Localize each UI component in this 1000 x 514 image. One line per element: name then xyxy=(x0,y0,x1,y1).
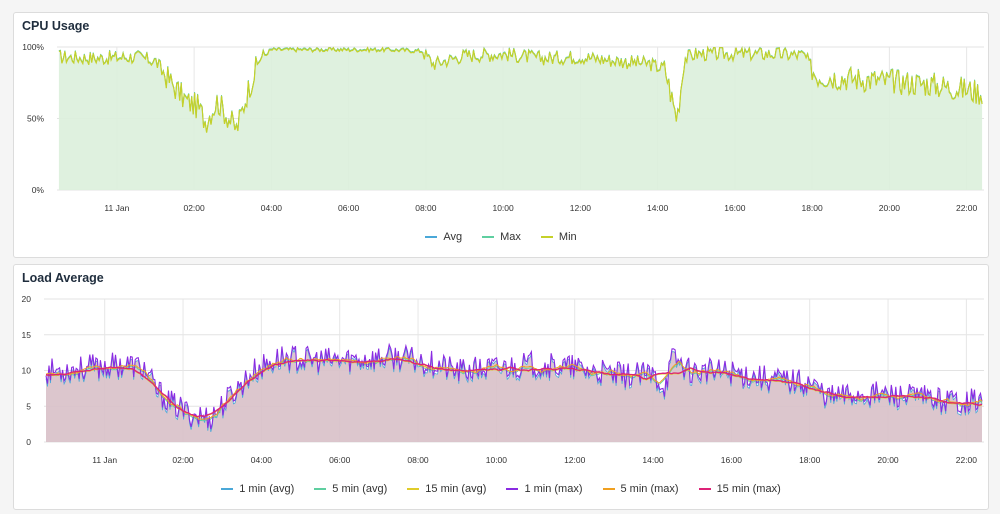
legend-item[interactable]: 5 min (max) xyxy=(602,483,679,495)
x-tick-label: 04:00 xyxy=(261,203,283,213)
legend-label: 15 min (max) xyxy=(716,483,781,495)
legend-swatch xyxy=(602,488,615,490)
y-tick-label: 15 xyxy=(22,330,32,340)
x-tick-label: 11 Jan xyxy=(104,203,129,213)
x-tick-label: 06:00 xyxy=(329,455,351,465)
x-tick-label: 11 Jan xyxy=(92,455,117,465)
legend-swatch xyxy=(698,488,711,490)
legend-swatch xyxy=(221,488,234,490)
x-tick-label: 10:00 xyxy=(492,203,514,213)
series-area xyxy=(58,47,983,191)
legend-label: 1 min (avg) xyxy=(239,483,295,495)
x-tick-label: 14:00 xyxy=(642,455,664,465)
x-tick-label: 16:00 xyxy=(724,203,746,213)
legend-label: 1 min (max) xyxy=(524,483,583,495)
x-tick-label: 10:00 xyxy=(486,455,508,465)
x-tick-label: 22:00 xyxy=(956,455,978,465)
x-tick-label: 20:00 xyxy=(877,455,899,465)
load-average-panel: Load Average 0 5 10 15 20 11 Jan 02:00 04:00 06:… xyxy=(13,264,989,510)
legend-item[interactable]: 15 min (max) xyxy=(698,483,781,495)
x-tick-label: 18:00 xyxy=(799,455,821,465)
legend-item[interactable]: 1 min (max) xyxy=(506,483,583,495)
legend-swatch xyxy=(506,488,519,490)
chart-legend: Avg Max Min xyxy=(14,231,988,243)
series-line-min[interactable] xyxy=(58,45,983,133)
x-tick-label: 02:00 xyxy=(183,203,205,213)
legend-item[interactable]: 5 min (avg) xyxy=(314,483,387,495)
y-tick-label: 20 xyxy=(22,294,32,304)
series-line-5-min-max[interactable] xyxy=(45,356,983,420)
series-area xyxy=(46,347,982,442)
y-tick-label: 0 xyxy=(26,437,31,447)
cpu-usage-panel: CPU Usage 0% 50% 100% 11 Jan 02:00 04:00 06:00… xyxy=(13,12,989,258)
x-tick-label: 20:00 xyxy=(879,203,901,213)
y-tick-label: 50% xyxy=(27,114,44,124)
series-line-1-min-max[interactable] xyxy=(45,342,983,430)
legend-swatch xyxy=(314,488,327,490)
legend-item[interactable]: 15 min (avg) xyxy=(407,483,486,495)
x-tick-label: 18:00 xyxy=(801,203,823,213)
legend-label: 15 min (avg) xyxy=(425,483,487,495)
legend-item[interactable]: Avg xyxy=(425,231,462,243)
y-tick-label: 5 xyxy=(26,401,31,411)
x-tick-label: 02:00 xyxy=(172,455,194,465)
legend-swatch xyxy=(540,236,553,238)
legend-item[interactable]: 1 min (avg) xyxy=(221,483,294,495)
y-tick-label: 100% xyxy=(22,42,44,52)
legend-label: 5 min (max) xyxy=(620,483,679,495)
legend-swatch xyxy=(482,236,495,238)
load-average-chart[interactable]: 0 5 10 15 20 11 Jan 02:00 04:00 06:00 08:00 10:00 1… xyxy=(14,265,990,511)
x-tick-label: 14:00 xyxy=(647,203,669,213)
x-tick-label: 12:00 xyxy=(564,455,586,465)
series-line-15-min-max[interactable] xyxy=(45,358,983,418)
legend-label: Min xyxy=(558,231,577,243)
y-tick-label: 10 xyxy=(22,366,32,376)
x-tick-label: 08:00 xyxy=(407,455,429,465)
chart-legend: 1 min (avg) 5 min (avg) 15 min (avg) 1 min … xyxy=(14,483,988,495)
legend-item[interactable]: Min xyxy=(540,231,577,243)
legend-label: Avg xyxy=(443,231,463,243)
legend-swatch xyxy=(425,236,438,238)
legend-swatch xyxy=(407,488,420,490)
cpu-usage-chart[interactable]: 0% 50% 100% 11 Jan 02:00 04:00 06:00 08:00 10:00… xyxy=(14,13,990,259)
x-tick-label: 08:00 xyxy=(415,203,437,213)
x-tick-label: 16:00 xyxy=(721,455,743,465)
legend-item[interactable]: Max xyxy=(482,231,521,243)
y-tick-label: 0% xyxy=(32,185,45,195)
panel-title: Load Average xyxy=(22,271,104,285)
x-tick-label: 04:00 xyxy=(251,455,273,465)
x-tick-label: 22:00 xyxy=(956,203,978,213)
x-tick-label: 06:00 xyxy=(338,203,360,213)
legend-label: 5 min (avg) xyxy=(332,483,388,495)
panel-title: CPU Usage xyxy=(22,19,90,33)
legend-label: Max xyxy=(500,231,521,243)
x-tick-label: 12:00 xyxy=(570,203,592,213)
